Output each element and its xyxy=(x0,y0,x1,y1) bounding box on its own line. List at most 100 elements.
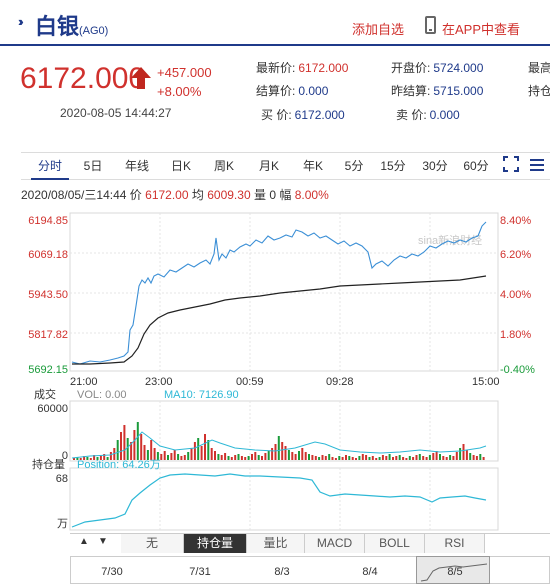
date-range-slider[interactable]: 7/30 7/31 8/3 8/4 8/5 xyxy=(70,556,550,584)
volume-axis-label: 60000 xyxy=(37,403,68,415)
volume-bar xyxy=(214,451,216,460)
volume-bar xyxy=(425,457,428,460)
volume-bar xyxy=(314,456,317,460)
volume-bar xyxy=(156,452,159,460)
tab-yearly-k[interactable]: 年K xyxy=(302,159,323,173)
indicator-tab-position[interactable]: 持仓量 xyxy=(184,534,247,553)
volume-bar xyxy=(378,457,381,460)
volume-bar xyxy=(200,446,203,460)
position-title: 持仓量 xyxy=(32,457,65,471)
volume-bar xyxy=(96,457,99,460)
volume-bar xyxy=(348,456,351,460)
volume-bar xyxy=(455,452,458,460)
hover-info-line: 2020/08/05/三14:44 价 6172.00 均 6009.30 量 … xyxy=(21,188,329,202)
volume-bar xyxy=(271,448,274,460)
volume-bar xyxy=(482,457,485,460)
volume-bar xyxy=(193,442,196,460)
volume-bar xyxy=(381,455,384,460)
volume-bar xyxy=(385,456,388,460)
tab-monthly-k[interactable]: 月K xyxy=(258,159,279,173)
tab-year-line[interactable]: 年线 xyxy=(124,159,149,173)
price-axis-label: 6069.18 xyxy=(28,249,68,261)
volume-bar xyxy=(277,436,280,460)
price-axis-label: 5692.15 xyxy=(28,364,68,376)
volume-bar xyxy=(230,457,233,460)
chart-area[interactable]: 6194.85 6069.18 5943.50 5817.82 5692.15 … xyxy=(0,205,550,584)
indicator-tab-rsi[interactable]: RSI xyxy=(425,534,485,553)
price-change-percent: +8.00% xyxy=(157,84,202,99)
price-change-value: +457.000 xyxy=(157,65,212,80)
volume-bar xyxy=(140,434,143,460)
phone-icon xyxy=(425,16,436,34)
indicator-tab-macd[interactable]: MACD xyxy=(305,534,365,553)
pct-axis-label: 8.40% xyxy=(500,215,531,227)
volume-bar xyxy=(432,453,435,460)
volume-bar xyxy=(469,453,472,460)
volume-bar xyxy=(284,446,287,460)
price-change: +457.000 +8.00% xyxy=(157,63,212,101)
fullscreen-icon[interactable] xyxy=(503,156,519,172)
indicator-tab-boll[interactable]: BOLL xyxy=(365,534,425,553)
volume-bar xyxy=(227,456,230,460)
volume-bar xyxy=(341,457,344,460)
tab-60min[interactable]: 60分 xyxy=(463,159,489,173)
volume-bar xyxy=(428,455,431,460)
volume-bar xyxy=(183,455,186,460)
menu-icon[interactable] xyxy=(530,156,544,172)
volume-bar xyxy=(120,432,122,460)
volume-bar xyxy=(153,448,156,460)
position-value: Position: 64.26万 xyxy=(77,459,161,471)
volume-bar xyxy=(345,455,347,460)
tab-weekly-k[interactable]: 周K xyxy=(213,159,234,173)
volume-bar xyxy=(89,458,92,460)
timeline-date: 8/3 xyxy=(274,566,290,578)
tab-5day[interactable]: 5日 xyxy=(83,159,103,173)
average-price-line xyxy=(72,275,487,365)
volume-bar xyxy=(180,456,183,460)
volume-bar xyxy=(301,448,304,460)
quote-field-ask: 卖 价: 0.000 xyxy=(396,108,460,122)
quote-field-settle: 结算价: 0.000 xyxy=(256,84,329,98)
volume-bar xyxy=(442,456,445,460)
volume-bar xyxy=(224,453,227,460)
volume-bar xyxy=(422,456,425,460)
range-handle[interactable] xyxy=(416,556,490,584)
volume-bar xyxy=(318,457,321,460)
volume-bar xyxy=(294,454,297,460)
volume-bar xyxy=(338,456,341,460)
volume-bar xyxy=(123,425,126,460)
breadcrumb-arrows-icon: ›› xyxy=(18,14,23,29)
volume-bar xyxy=(177,454,180,460)
timeline-date: 7/31 xyxy=(189,566,211,578)
volume-bar xyxy=(459,448,462,460)
volume-bar xyxy=(368,457,371,460)
volume-bar xyxy=(324,456,327,460)
add-to-watchlist-link[interactable]: 添加自选 xyxy=(352,22,405,37)
volume-bar xyxy=(73,458,75,460)
volume-bar xyxy=(328,454,331,460)
indicator-tab-volume-ratio[interactable]: 量比 xyxy=(247,534,305,553)
volume-bar xyxy=(435,451,438,460)
scroll-down-icon[interactable]: ▼ xyxy=(98,536,108,547)
open-in-app-link[interactable]: 在APP中查看 xyxy=(442,22,521,37)
tab-5min[interactable]: 5分 xyxy=(344,159,364,173)
time-axis-label: 09:28 xyxy=(326,376,354,388)
time-axis-label: 15:00 xyxy=(472,376,500,388)
tab-intraday[interactable]: 分时 xyxy=(31,153,69,180)
volume-bar xyxy=(204,434,206,460)
quote-field-high: 最高 xyxy=(528,61,550,75)
scroll-up-icon[interactable]: ▲ xyxy=(79,536,89,547)
volume-bar xyxy=(83,456,86,460)
indicator-tab-none[interactable]: 无 xyxy=(121,534,184,553)
time-axis-label: 00:59 xyxy=(236,376,264,388)
price-line xyxy=(71,221,487,365)
pct-axis-label: 4.00% xyxy=(500,289,531,301)
volume-bar xyxy=(281,442,284,460)
tab-15min[interactable]: 15分 xyxy=(380,159,406,173)
volume-bar xyxy=(197,438,200,460)
volume-ma-line xyxy=(71,431,487,459)
tab-daily-k[interactable]: 日K xyxy=(170,159,191,173)
volume-bar xyxy=(415,455,418,460)
tab-30min[interactable]: 30分 xyxy=(422,159,448,173)
timeline-date: 8/5 xyxy=(447,566,463,578)
